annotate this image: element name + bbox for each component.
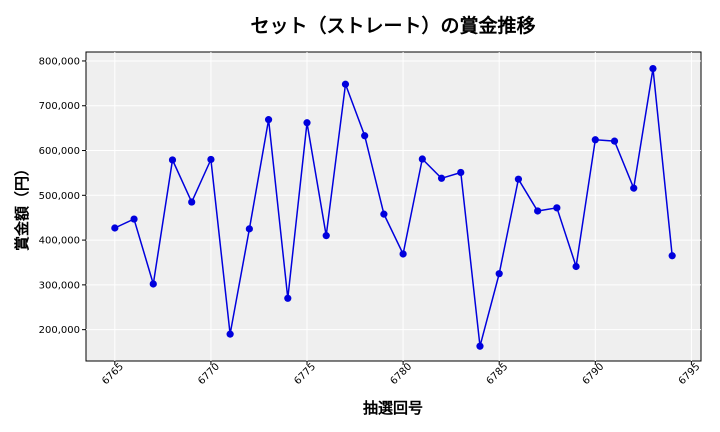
data-point bbox=[610, 137, 619, 145]
data-point bbox=[341, 80, 350, 88]
data-point bbox=[572, 262, 580, 271]
data-point bbox=[226, 330, 234, 338]
y-tick-label: 300,000 bbox=[39, 280, 80, 291]
y-tick-label: 600,000 bbox=[39, 146, 80, 157]
data-point bbox=[264, 116, 273, 124]
data-point bbox=[111, 224, 119, 232]
data-point bbox=[630, 184, 638, 192]
plot-area bbox=[85, 51, 702, 362]
data-point bbox=[399, 250, 407, 258]
data-point bbox=[591, 136, 599, 144]
series-prize bbox=[111, 64, 676, 350]
grid-lines bbox=[86, 52, 701, 361]
data-point bbox=[437, 174, 446, 182]
data-point bbox=[418, 155, 426, 163]
x-tick-label: 6780 bbox=[388, 361, 414, 387]
data-point bbox=[245, 225, 253, 233]
data-point bbox=[476, 342, 484, 350]
data-point bbox=[649, 64, 657, 73]
y-axis-label: 賞金額（円） bbox=[13, 161, 31, 251]
y-tick-label: 400,000 bbox=[39, 236, 80, 247]
x-axis-label: 抽選回号 bbox=[363, 399, 423, 417]
data-point bbox=[303, 119, 311, 127]
y-axis-ticks: 200,000 300,000 400,000 500,000 600,000 700,0… bbox=[39, 56, 86, 336]
data-point bbox=[514, 175, 523, 183]
chart-title: セット（ストレート）の賞金推移 bbox=[250, 14, 535, 37]
data-point bbox=[457, 168, 465, 177]
data-point bbox=[380, 210, 388, 218]
data-point bbox=[322, 232, 330, 240]
data-point bbox=[553, 204, 561, 212]
x-tick-label: 6785 bbox=[485, 361, 511, 387]
data-point bbox=[534, 207, 542, 215]
y-tick-label: 500,000 bbox=[39, 191, 80, 202]
x-tick-label: 6795 bbox=[677, 361, 703, 387]
series-line bbox=[114, 68, 673, 347]
data-point bbox=[168, 156, 177, 164]
y-tick-label: 700,000 bbox=[39, 101, 80, 112]
x-tick-label: 6765 bbox=[100, 361, 126, 387]
data-point bbox=[130, 215, 138, 223]
x-axis-ticks: 6765 6770 6775 6780 6785 6790 6795 bbox=[100, 361, 703, 387]
data-point bbox=[668, 252, 676, 260]
data-point bbox=[188, 198, 196, 206]
x-tick-label: 6770 bbox=[196, 361, 222, 387]
x-tick-label: 6775 bbox=[292, 361, 318, 387]
y-tick-label: 800,000 bbox=[39, 56, 80, 67]
data-point bbox=[284, 294, 292, 302]
data-point bbox=[495, 270, 503, 278]
data-point bbox=[207, 155, 215, 164]
data-point bbox=[361, 132, 369, 140]
y-tick-label: 200,000 bbox=[39, 325, 80, 336]
x-tick-label: 6790 bbox=[581, 361, 607, 387]
data-point bbox=[149, 280, 157, 288]
